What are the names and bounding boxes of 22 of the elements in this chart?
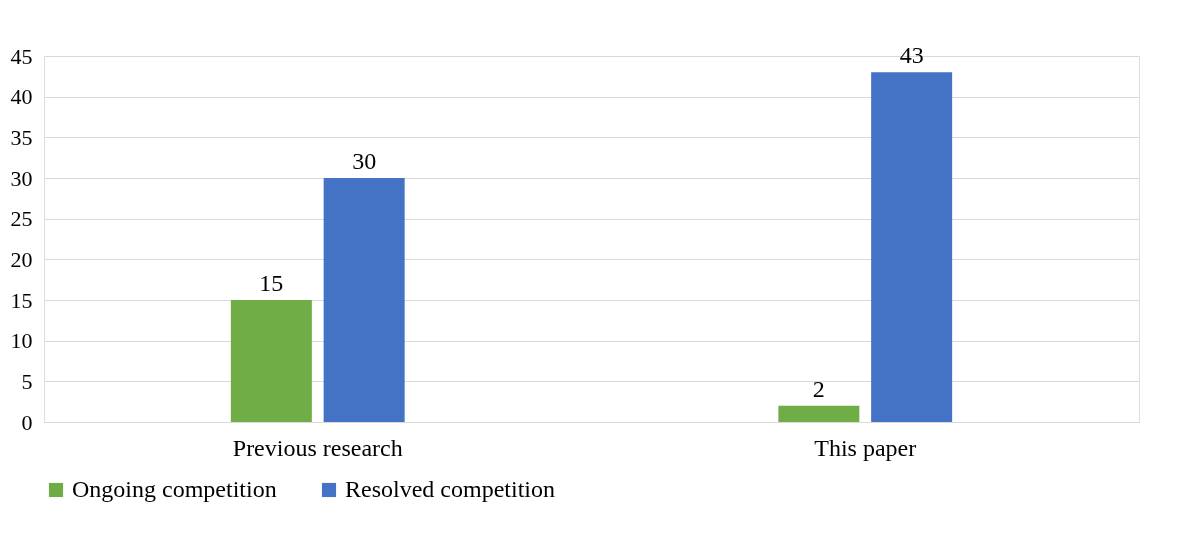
- y-tick-label: 5: [21, 368, 33, 394]
- y-tick-label: 45: [10, 43, 33, 69]
- y-tick-label: 35: [10, 124, 33, 150]
- data-label: 30: [352, 148, 377, 174]
- y-tick-label: 25: [10, 206, 33, 232]
- y-tick-label: 20: [10, 246, 33, 272]
- y-tick-label: 30: [10, 165, 33, 191]
- data-label: 15: [259, 270, 284, 296]
- y-tick-label: 40: [10, 84, 33, 110]
- bar: [323, 178, 405, 422]
- y-tick-label: 15: [10, 287, 33, 313]
- y-tick-label: 10: [10, 328, 33, 354]
- data-label: 43: [899, 42, 924, 69]
- data-label: 2: [812, 375, 825, 402]
- x-tick-label: This paper: [814, 434, 917, 461]
- x-tick-label: Previous research: [232, 434, 403, 461]
- bar: [778, 405, 860, 422]
- bar: [230, 300, 312, 422]
- y-tick-label: 0: [21, 409, 33, 435]
- bar: [871, 72, 953, 422]
- legend-label: Ongoing competition: [72, 476, 277, 502]
- legend-label: Resolved competition: [345, 476, 555, 502]
